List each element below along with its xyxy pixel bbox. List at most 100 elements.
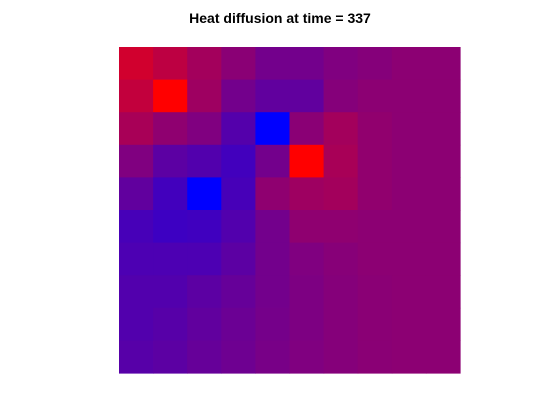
heatmap-cell-r8-c1 (153, 307, 188, 341)
heatmap-cell-r4-c7 (357, 177, 393, 211)
heatmap-cell-r4-c0 (119, 177, 154, 211)
heatmap-cell-r4-c1 (153, 177, 188, 211)
heatmap-cell-r7-c9 (425, 275, 461, 309)
heatmap-cell-r1-c8 (391, 79, 427, 113)
heatmap-cell-r8-c6 (323, 307, 359, 341)
heatmap-cell-r5-c9 (425, 210, 461, 244)
heatmap-cell-r3-c9 (425, 144, 461, 178)
heatmap-cell-r5-c4 (255, 210, 291, 244)
heatmap-cell-r4-c9 (425, 177, 461, 211)
heatmap-cell-r0-c8 (391, 47, 427, 81)
chart-title: Heat diffusion at time = 337 (189, 10, 371, 26)
heatmap-cell-r4-c5 (289, 177, 325, 211)
heatmap-cell-r5-c2 (187, 210, 222, 244)
heatmap-cell-r2-c2 (187, 112, 222, 146)
heatmap-cell-r9-c8 (391, 340, 427, 374)
heatmap-cell-r3-c1 (153, 144, 188, 178)
heatmap-cell-r0-c4 (255, 47, 291, 81)
heatmap-cell-r0-c0 (119, 47, 154, 81)
heatmap-cell-r1-c9 (425, 79, 461, 113)
heatmap-cell-r1-c6 (323, 79, 359, 113)
heatmap-cell-r8-c4 (255, 307, 291, 341)
heatmap-cell-r1-c3 (221, 79, 256, 113)
heatmap-cell-r8-c8 (391, 307, 427, 341)
heatmap-cell-r6-c9 (425, 242, 461, 276)
heatmap-cell-r2-c7 (357, 112, 393, 146)
heatmap-cell-r4-c6 (323, 177, 359, 211)
heatmap-cell-r8-c7 (357, 307, 393, 341)
heatmap-cell-r7-c1 (153, 275, 188, 309)
heatmap-cell-r0-c7 (357, 47, 393, 81)
heatmap-cell-r6-c3 (221, 242, 256, 276)
heatmap-cell-r7-c3 (221, 275, 256, 309)
heatmap-cell-r7-c5 (289, 275, 325, 309)
heatmap-cell-r7-c7 (357, 275, 393, 309)
heatmap-cell-r1-c4 (255, 79, 291, 113)
heatmap-cell-r6-c5 (289, 242, 325, 276)
heatmap-cell-r9-c6 (323, 340, 359, 374)
heatmap-cell-r7-c2 (187, 275, 222, 309)
heatmap-cell-r8-c2 (187, 307, 222, 341)
heatmap-cell-r0-c2 (187, 47, 222, 81)
heatmap-cell-r0-c5 (289, 47, 325, 81)
heatmap-cell-r7-c0 (119, 275, 154, 309)
heatmap-cell-r0-c1 (153, 47, 188, 81)
heatmap-cell-r9-c7 (357, 340, 393, 374)
heatmap-cell-r3-c6 (323, 144, 359, 178)
heatmap-cell-r6-c6 (323, 242, 359, 276)
heatmap-cell-r2-c0 (119, 112, 154, 146)
heatmap-cell-r9-c2 (187, 340, 222, 374)
heatmap-cell-r3-c0 (119, 144, 154, 178)
heatmap-cell-r4-c4 (255, 177, 291, 211)
heatmap-cell-r8-c3 (221, 307, 256, 341)
heatmap-cell-r2-c5 (289, 112, 325, 146)
heatmap-cell-r9-c0 (119, 340, 154, 374)
heatmap-cell-r2-c9 (425, 112, 461, 146)
heatmap-cell-r7-c6 (323, 275, 359, 309)
heatmap-cell-r9-c5 (289, 340, 325, 374)
heatmap-cell-r3-c3 (221, 144, 256, 178)
heatmap-cell-r6-c0 (119, 242, 154, 276)
heatmap-cell-r9-c4 (255, 340, 291, 374)
heatmap-cell-r5-c0 (119, 210, 154, 244)
heatmap-cells (119, 47, 461, 374)
heatmap-cell-r3-c8 (391, 144, 427, 178)
heatmap-cell-r5-c8 (391, 210, 427, 244)
heatmap-cell-r6-c1 (153, 242, 188, 276)
heatmap-cell-r7-c4 (255, 275, 291, 309)
heatmap-cell-r6-c8 (391, 242, 427, 276)
heatmap-cell-r8-c0 (119, 307, 154, 341)
heatmap-cell-r5-c7 (357, 210, 393, 244)
heatmap-cell-r8-c9 (425, 307, 461, 341)
heatmap-cell-r0-c6 (323, 47, 359, 81)
heatmap-cell-r5-c6 (323, 210, 359, 244)
heatmap-cell-r3-c4 (255, 144, 291, 178)
heatmap-cell-r4-c8 (391, 177, 427, 211)
heatmap-cell-r6-c7 (357, 242, 393, 276)
heatmap-cell-r3-c5 (289, 144, 325, 178)
heatmap-cell-r1-c0 (119, 79, 154, 113)
heatmap-cell-r7-c8 (391, 275, 427, 309)
heatmap-cell-r5-c3 (221, 210, 256, 244)
heatmap-cell-r9-c1 (153, 340, 188, 374)
heatmap-cell-r1-c7 (357, 79, 393, 113)
heatmap-cell-r2-c6 (323, 112, 359, 146)
heatmap-cell-r3-c2 (187, 144, 222, 178)
heatmap-cell-r5-c5 (289, 210, 325, 244)
heatmap-cell-r1-c1 (153, 79, 188, 113)
heatmap-cell-r8-c5 (289, 307, 325, 341)
heatmap-cell-r0-c3 (221, 47, 256, 81)
heatmap-cell-r2-c3 (221, 112, 256, 146)
heatmap-cell-r6-c2 (187, 242, 222, 276)
heatmap-cell-r9-c3 (221, 340, 256, 374)
heatmap-cell-r4-c2 (187, 177, 222, 211)
heatmap-cell-r2-c8 (391, 112, 427, 146)
heatmap-cell-r1-c5 (289, 79, 325, 113)
heatmap-cell-r3-c7 (357, 144, 393, 178)
heatmap-cell-r2-c4 (255, 112, 291, 146)
heatmap-cell-r1-c2 (187, 79, 222, 113)
heatmap-cell-r6-c4 (255, 242, 291, 276)
heatmap-cell-r4-c3 (221, 177, 256, 211)
